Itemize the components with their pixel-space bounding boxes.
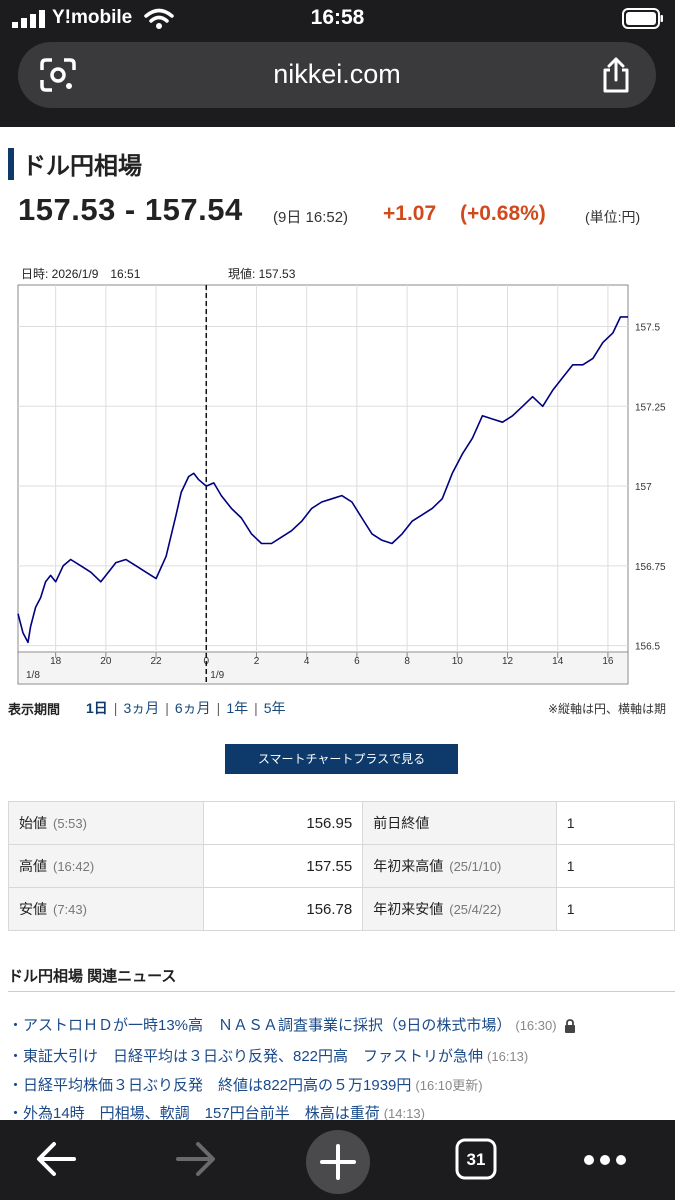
y-tick-label: 156.75	[635, 562, 666, 573]
tab-count: 31	[466, 1150, 486, 1169]
date-label: 1/8	[26, 670, 40, 681]
news-item[interactable]: ・外為14時 円相場、軟調 157円台前半 株高は重荷 (14:13)	[8, 1105, 425, 1122]
axis-note: ※縦軸は円、横軸は期	[548, 702, 667, 716]
stat-value: 1	[555, 887, 675, 931]
carrier-name: Y!mobile	[52, 7, 133, 28]
stat-value: 156.95	[203, 801, 364, 845]
period-label: 表示期間	[8, 702, 61, 717]
stat-label: 年初来高値 (25/1/10)	[362, 844, 557, 888]
stat-value: 1	[555, 844, 675, 888]
period-tab-6m[interactable]: 6ヵ月	[174, 700, 211, 716]
plus-icon	[320, 1144, 356, 1180]
stat-value: 157.55	[203, 844, 364, 888]
x-tick-label: 2	[254, 656, 260, 667]
y-tick-label: 157.25	[635, 402, 666, 413]
forward-arrow-icon[interactable]	[174, 1139, 218, 1179]
x-tick-label: 12	[502, 656, 514, 667]
price-change-percent: (+0.68%)	[460, 202, 546, 225]
period-tab-1y[interactable]: 1年	[226, 700, 249, 716]
date-label: 1/9	[210, 670, 224, 681]
share-icon[interactable]	[600, 56, 632, 94]
y-tick-label: 157	[635, 482, 652, 493]
stat-label: 前日終値	[362, 801, 557, 845]
x-tick-label: 0	[203, 656, 209, 667]
stat-label: 高値 (16:42)	[7, 844, 205, 888]
news-divider	[8, 991, 675, 992]
stat-label: 年初来安値 (25/4/22)	[362, 887, 557, 931]
table-row: 安値 (7:43) 156.78 年初来安値 (25/4/22) 1	[7, 887, 675, 931]
price-time: (9日 16:52)	[273, 209, 349, 226]
news-item[interactable]: ・日経平均株価３日ぶり反発 終値は822円高の５万1939円 (16:10更新)	[8, 1077, 483, 1094]
news-item[interactable]: ・東証大引け 日経平均は３日ぶり反発、822円高 ファストリが急伸 (16:13)	[8, 1048, 529, 1065]
news-item[interactable]: ・アストロＨＤが一時13%高 ＮＡＳＡ調査事業に採択（9日の株式市場） (16:3…	[8, 1014, 577, 1035]
y-tick-label: 156.5	[635, 642, 660, 653]
title-accent-bar	[8, 148, 14, 180]
x-tick-label: 6	[354, 656, 360, 667]
x-tick-label: 4	[304, 656, 310, 667]
back-arrow-icon[interactable]	[34, 1139, 78, 1179]
x-tick-label: 20	[100, 656, 112, 667]
stats-table: 始値 (5:53) 156.95 前日終値 1 高値 (16:42) 157.55 …	[7, 801, 675, 931]
y-tick-label: 157.5	[635, 322, 660, 333]
x-tick-label: 10	[452, 656, 464, 667]
chart-frame	[17, 284, 629, 685]
x-tick-label: 16	[602, 656, 614, 667]
x-tick-label: 22	[151, 656, 163, 667]
price-change: +1.07	[383, 202, 437, 225]
series-line	[17, 316, 628, 644]
period-tab-5y[interactable]: 5年	[263, 700, 286, 716]
x-tick-label: 18	[50, 656, 62, 667]
table-row: 始値 (5:53) 156.95 前日終値 1	[7, 801, 675, 845]
x-tick-label: 8	[404, 656, 410, 667]
price-range: 157.53 - 157.54	[18, 192, 243, 227]
stat-value: 1	[555, 801, 675, 845]
period-separator: |	[165, 700, 169, 716]
wifi-icon	[144, 8, 174, 29]
status-time: 16:58	[310, 6, 365, 29]
browser-top-bar: Y!mobile 16:58 nikkei.com	[0, 0, 675, 127]
address-bar[interactable]: nikkei.com	[18, 42, 656, 108]
signal-icon	[12, 10, 45, 28]
battery-icon	[622, 8, 663, 29]
stat-label: 始値 (5:53)	[7, 801, 205, 845]
more-dots-icon[interactable]	[582, 1150, 628, 1170]
stat-label: 安値 (7:43)	[7, 887, 205, 931]
x-axis-band	[19, 653, 627, 683]
tab-switcher-button[interactable]	[455, 1138, 497, 1180]
chart-info-datetime: 日時: 2026/1/9 16:51	[21, 267, 141, 281]
period-tab-3m[interactable]: 3ヵ月	[123, 700, 160, 716]
table-row: 高値 (16:42) 157.55 年初来高値 (25/1/10) 1	[7, 844, 675, 888]
period-tabs: 1日 | 3ヵ月 | 6ヵ月 | 1年 | 5年	[86, 698, 286, 718]
smart-chart-plus-button[interactable]: スマートチャートプラスで見る	[225, 744, 458, 774]
unit-label: (単位:円)	[585, 209, 641, 225]
status-bar: Y!mobile 16:58	[0, 0, 675, 38]
stat-value: 156.78	[203, 887, 364, 931]
news-header: ドル円相場 関連ニュース	[8, 968, 177, 985]
x-tick-label: 14	[552, 656, 564, 667]
page-title: ドル円相場	[22, 153, 142, 180]
period-separator: |	[216, 700, 221, 716]
new-tab-button[interactable]	[306, 1130, 370, 1194]
url-text[interactable]: nikkei.com	[273, 59, 401, 89]
lens-icon[interactable]	[40, 58, 76, 92]
period-separator: |	[254, 700, 258, 716]
period-separator: |	[113, 700, 118, 716]
period-tab-1d[interactable]: 1日	[86, 700, 108, 716]
browser-bottom-bar: 31	[0, 1120, 675, 1200]
lock-icon	[564, 1019, 575, 1034]
chart-info-current: 現値: 157.53	[228, 267, 296, 281]
